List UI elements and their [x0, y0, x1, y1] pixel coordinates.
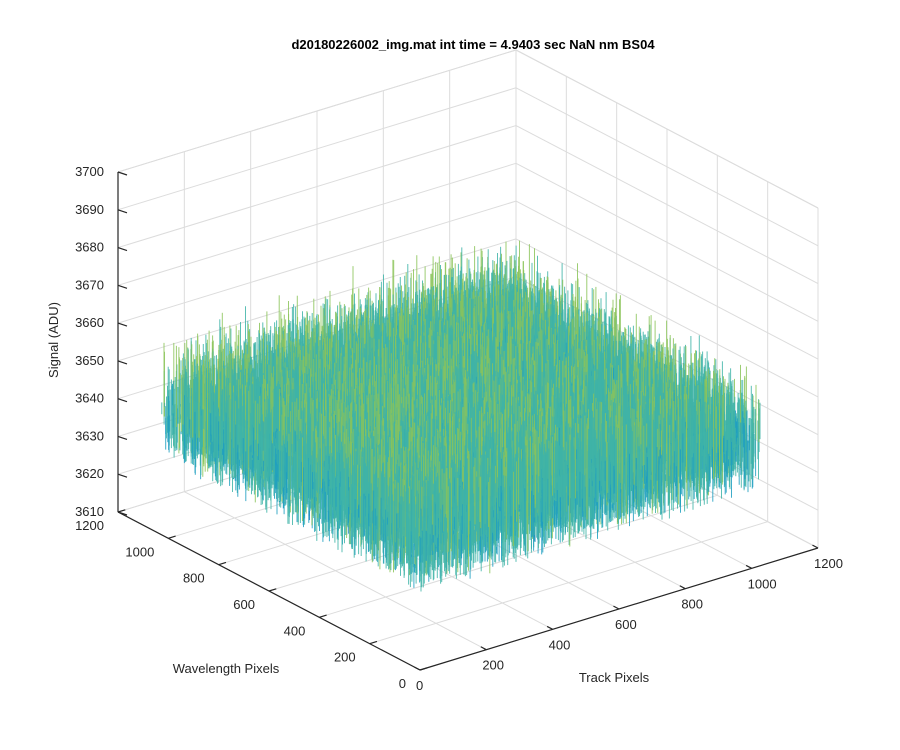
box-edge [515, 49, 819, 209]
surface-layer [161, 240, 761, 592]
box-edge [117, 49, 517, 173]
floor-grid-line-y [319, 494, 718, 618]
side-wall-grid-line-z [515, 200, 819, 360]
back-wall-grid-line-z [117, 87, 517, 211]
back-wall-grid-line-z [117, 162, 517, 286]
back-wall-grid-line-z [117, 125, 517, 249]
side-wall-grid-line-z [515, 87, 819, 247]
side-wall-grid-line-z [515, 238, 819, 398]
floor-grid-line-y [369, 521, 768, 645]
side-wall-grid-line-z [515, 162, 819, 322]
side-wall-grid-line-z [515, 125, 819, 284]
back-wall-grid-line-z [117, 238, 517, 362]
back-wall-grid-line-z [117, 200, 517, 324]
